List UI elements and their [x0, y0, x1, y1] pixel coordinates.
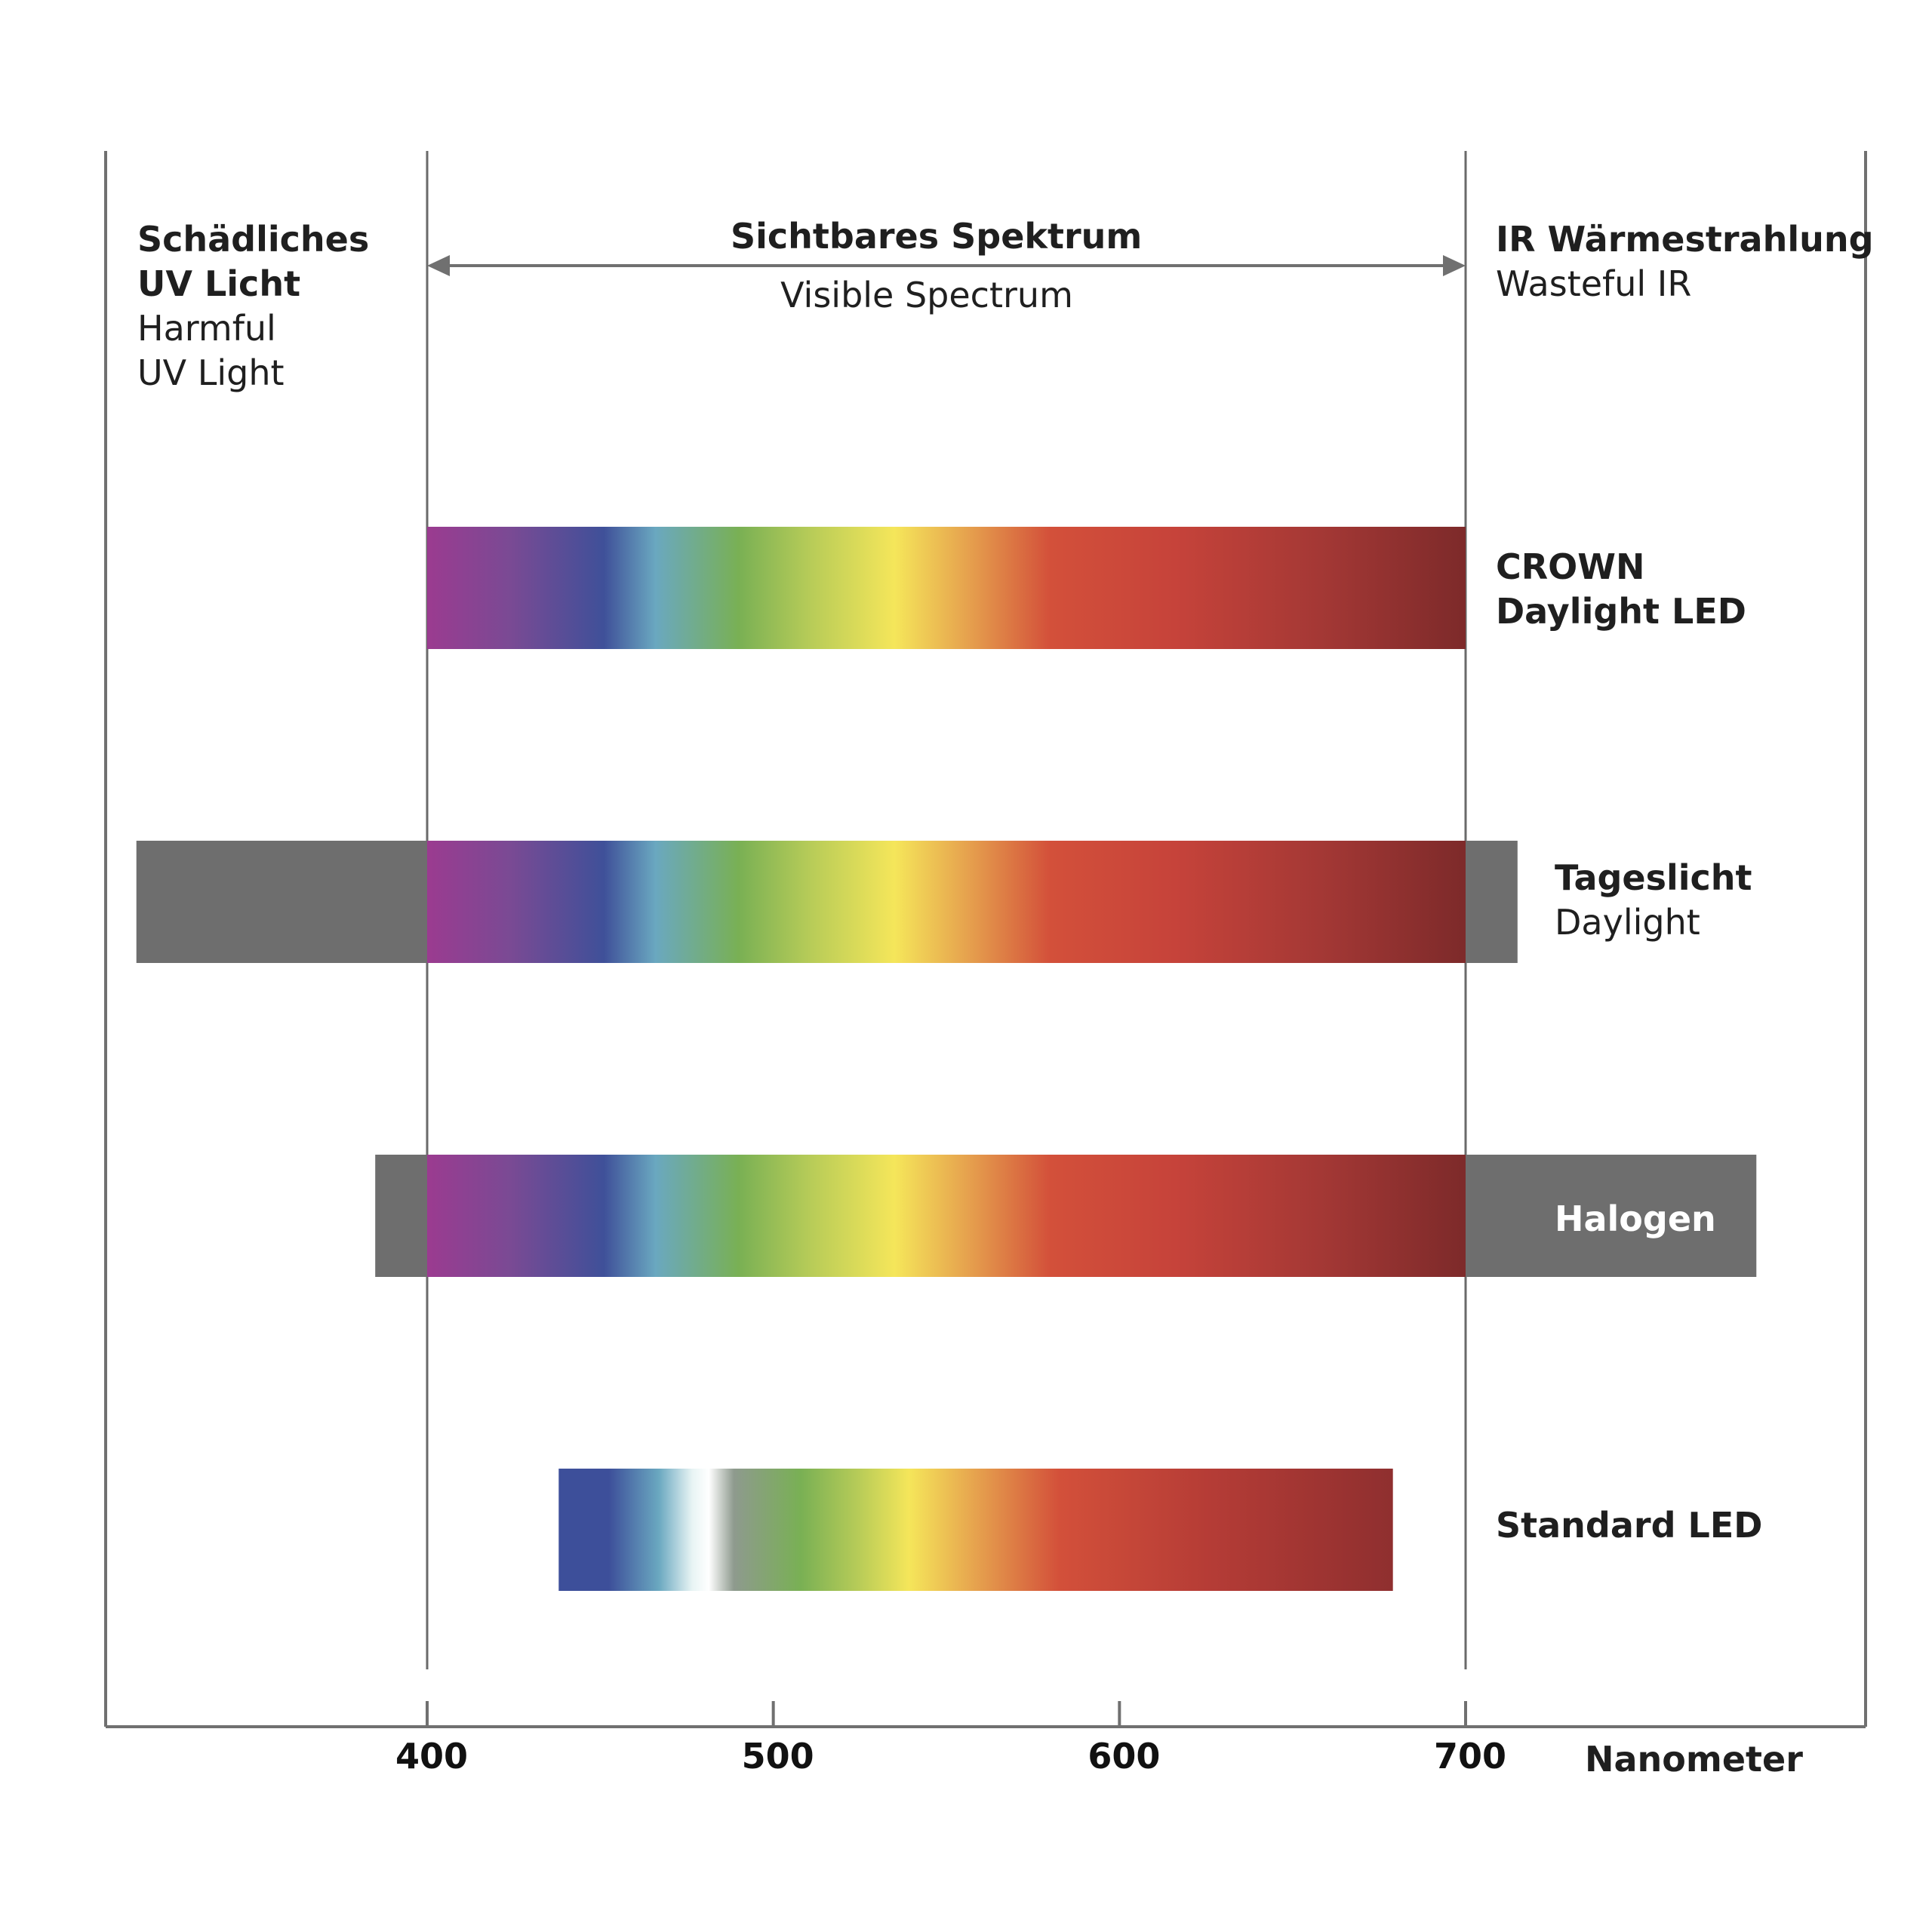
chart-subtitle: Visible Spectrum: [780, 275, 1073, 315]
tick-label-600: 600: [1088, 1736, 1161, 1777]
uv-title-de-line2: UV Licht: [137, 263, 301, 304]
series-label-crown-line1: CROWN: [1496, 546, 1645, 587]
tageslicht-uv-band: [136, 841, 427, 963]
series-label-halogen: Halogen: [1555, 1198, 1716, 1239]
standard-led-spectrum-bar: [558, 1469, 1393, 1591]
ir-title-en: Wasteful IR: [1496, 263, 1692, 304]
arrow-right-head: [1443, 255, 1466, 276]
tageslicht-spectrum-bar: [427, 841, 1466, 963]
ir-title-de: IR Wärmestrahlung: [1496, 219, 1874, 260]
series-label-crown-line2: Daylight LED: [1496, 591, 1746, 632]
uv-title-de-line1: Schädliches: [137, 219, 370, 260]
series-label-tageslicht-line1: Tageslicht: [1555, 857, 1752, 898]
halogen-ir-band: [1466, 1155, 1757, 1277]
crown-daylight-led-spectrum-bar: [427, 527, 1466, 649]
arrow-left-head: [427, 255, 450, 276]
series-label-tageslicht-line2: Daylight: [1555, 902, 1700, 943]
x-axis-label: Nanometer: [1585, 1739, 1803, 1780]
uv-title-en-line2: UV Light: [137, 352, 285, 393]
chart-title: Sichtbares Spektrum: [731, 216, 1143, 257]
tick-label-500: 500: [741, 1736, 814, 1777]
tick-label-700: 700: [1433, 1736, 1507, 1777]
halogen-spectrum-bar: [427, 1155, 1466, 1277]
series-label-standard-led: Standard LED: [1496, 1505, 1763, 1546]
tageslicht-ir-band: [1466, 841, 1518, 963]
halogen-uv-band: [375, 1155, 427, 1277]
uv-title-en-line1: Harmful: [137, 308, 276, 349]
tick-label-400: 400: [395, 1736, 469, 1777]
